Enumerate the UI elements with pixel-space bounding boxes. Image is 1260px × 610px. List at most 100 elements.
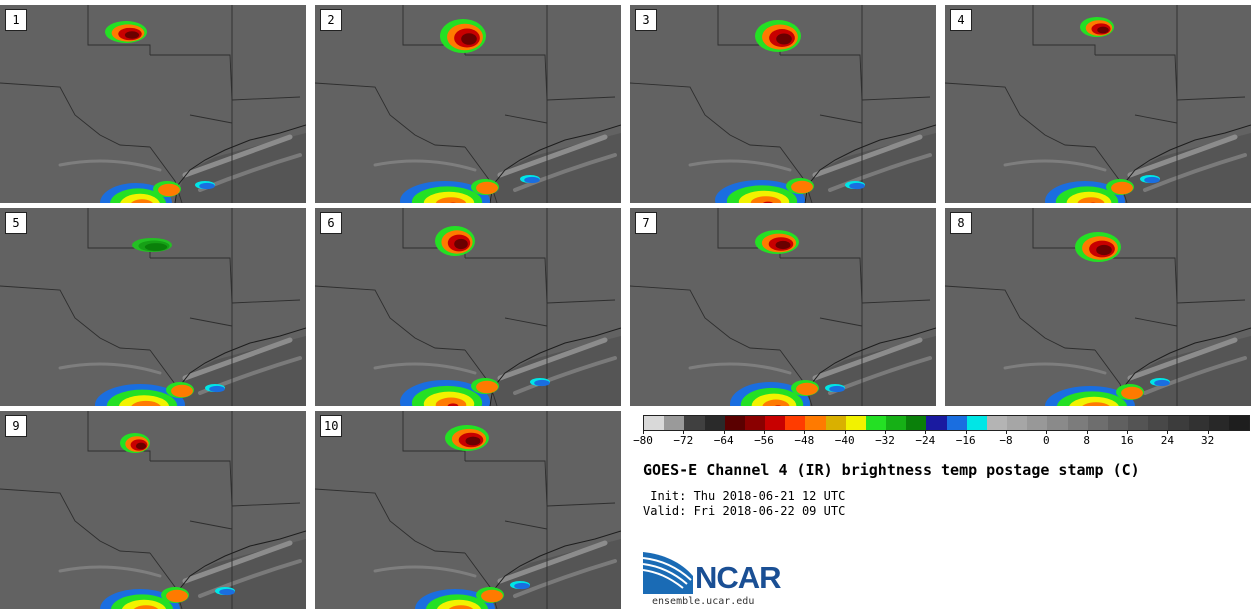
colorbar-segment: [805, 416, 826, 430]
map-canvas: [945, 5, 1251, 203]
cloud-streak: [198, 559, 302, 598]
boundary-line: [1095, 257, 1178, 304]
init-time: Init: Thu 2018-06-21 12 UTC: [643, 489, 846, 503]
map-panel-10: 10: [315, 411, 621, 609]
boundary-line: [1032, 5, 1096, 55]
colorbar-segment: [1007, 416, 1028, 430]
colorbar-segment: [1107, 416, 1129, 430]
convective-cell-north: [435, 226, 475, 256]
convective-cell-south-secondary: [153, 181, 181, 197]
boundary-line: [780, 257, 863, 304]
colorbar-segment: [906, 416, 927, 430]
colorbar-tick-label: 32: [1201, 434, 1215, 447]
colorbar-tick-label: −32: [875, 434, 895, 447]
convective-complex-south: [95, 384, 185, 406]
boundary-line: [315, 488, 466, 554]
colorbar-segment: [1027, 416, 1048, 430]
convective-complex-south: [100, 589, 180, 609]
map-panel-5: 5: [0, 208, 306, 406]
cloud-streak: [497, 540, 608, 584]
convective-cell-south-secondary: [166, 382, 194, 398]
cold-cloud-cell: [215, 587, 235, 596]
map-canvas: [315, 5, 621, 203]
panel-label: 8: [950, 212, 972, 234]
cloud-streak: [513, 153, 617, 192]
colorbar-tick-label: 24: [1160, 434, 1174, 447]
panel-label: 6: [320, 212, 342, 234]
boundary-line: [231, 299, 301, 304]
boundary-line: [189, 520, 233, 530]
valid-time: Valid: Fri 2018-06-22 09 UTC: [643, 504, 846, 518]
boundary-line: [1176, 96, 1246, 101]
panel-label: 10: [320, 415, 343, 437]
boundary-line: [150, 257, 233, 304]
boundary-line: [1176, 299, 1246, 304]
cloud-streak: [1127, 134, 1238, 178]
cloud-streak: [182, 134, 293, 178]
convective-complex-south: [400, 181, 490, 203]
colorbar-tick: [1167, 430, 1169, 434]
colorbar-tick-label: −48: [794, 434, 815, 447]
cold-cloud-cell: [1150, 378, 1170, 387]
map-canvas: [0, 411, 306, 609]
panel-label: 4: [950, 9, 972, 31]
cold-cloud-cell: [205, 384, 225, 393]
cloud-streak: [182, 540, 293, 584]
cold-cloud-cell: [510, 581, 530, 590]
cloud-streak: [513, 559, 617, 598]
panel-label: 5: [5, 212, 27, 234]
convective-cell-south-secondary: [161, 587, 189, 603]
colorbar-tick: [683, 430, 685, 434]
convective-cell-north: [132, 238, 172, 252]
cold-cloud-cell: [825, 384, 845, 393]
boundary-line: [819, 317, 863, 327]
boundary-line: [231, 502, 301, 507]
cold-cloud-cell: [1140, 175, 1160, 184]
colorbar-tick-label: −64: [713, 434, 734, 447]
cloud-streak: [1143, 356, 1247, 395]
colorbar-segment: [1148, 416, 1169, 430]
map-canvas: [315, 411, 621, 609]
boundary-line: [465, 54, 548, 101]
boundary-line: [315, 82, 466, 148]
cold-cloud-cell: [845, 181, 865, 190]
map-panel-8: 8: [945, 208, 1251, 406]
convective-cell-south-secondary: [1106, 179, 1134, 195]
boundary-line: [465, 257, 548, 304]
colorbar-tick: [1086, 430, 1088, 434]
colorbar-segment: [926, 416, 947, 430]
colorbar-ticks: −80 −72 −64 −56 −48 −40 −32 −24 −16 −8 0 8 16 24 32: [633, 430, 1248, 450]
cloud-streak: [828, 153, 932, 192]
colorbar-tick-label: 8: [1083, 434, 1090, 447]
ncar-logo-text: NCAR: [695, 560, 782, 595]
cold-cloud-cell: [195, 181, 215, 190]
colorbar-tick: [885, 430, 886, 434]
cloud-streak: [58, 565, 162, 578]
colorbar-segment: [785, 416, 806, 430]
colorbar-tick-label: 16: [1120, 434, 1134, 447]
boundary-line: [87, 208, 151, 258]
cold-cloud-cell: [520, 175, 540, 184]
colorbar-segment: [946, 416, 967, 430]
convective-cell-north: [1075, 232, 1121, 262]
convective-complex-south: [400, 380, 490, 406]
colorbar-tick: [804, 430, 806, 434]
boundary-line: [861, 96, 931, 101]
boundary-line: [546, 502, 616, 507]
boundary-line: [150, 460, 233, 507]
colorbar-segment: [1087, 416, 1108, 430]
colorbar-tick-label: −40: [834, 434, 855, 447]
convective-cell-north: [755, 230, 799, 254]
colorbar-tick-label: −80: [633, 434, 653, 447]
boundary-line: [819, 114, 863, 124]
panel-label: 7: [635, 212, 657, 234]
cloud-streak: [812, 337, 923, 381]
colorbar-tick-label: −72: [673, 434, 694, 447]
colorbar-tick: [723, 430, 725, 434]
boundary-line: [504, 114, 548, 124]
convective-cell-north: [445, 425, 489, 451]
map-panel-7: 7: [630, 208, 936, 406]
cloud-streak: [688, 159, 792, 172]
map-canvas: [945, 208, 1251, 406]
colorbar-segment: [644, 416, 665, 430]
